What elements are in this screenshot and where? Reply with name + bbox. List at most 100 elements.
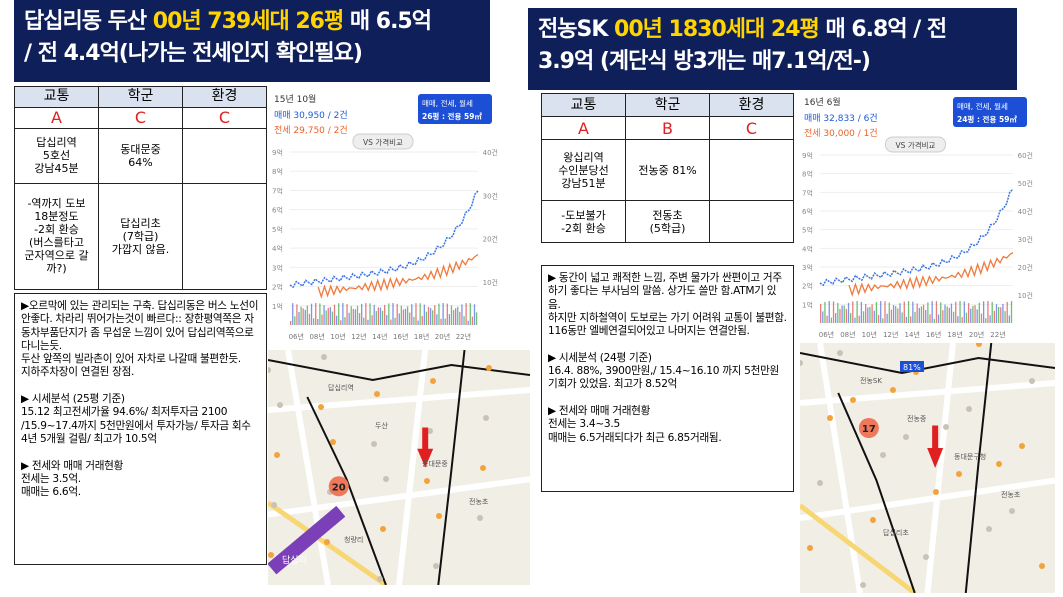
volume-bar [882, 318, 884, 323]
volume-bar [869, 306, 871, 323]
x-tick-label: 06년 [819, 330, 834, 339]
poi [996, 461, 1002, 467]
map-label: 동대문중 [422, 460, 448, 468]
y2-tick-label: 50건 [1018, 179, 1033, 188]
volume-bar [340, 320, 342, 325]
notes: ▶오르막에 있는 관리되는 구축. 답십리동은 버스 노선이 안좋다. 차라리 … [14, 293, 267, 565]
title-part: / 전 4.4억(나가는 전세인지 확인필요) [24, 41, 363, 66]
station-band [267, 505, 346, 575]
x-tick-label: 18년 [947, 330, 962, 339]
volume-bar [912, 301, 914, 323]
poi [427, 428, 433, 434]
poi [837, 350, 843, 356]
volume-bar [884, 301, 886, 323]
volume-bar [931, 301, 933, 323]
volume-bar [427, 306, 430, 325]
poi [956, 471, 962, 477]
volume-bar [402, 309, 405, 325]
cell: 전동초 (5학급) [625, 200, 710, 243]
row: -도보불가 -2회 환승 전동초 (5학급) [541, 200, 794, 243]
header-cell: 학군 [625, 92, 710, 118]
volume-bar [847, 302, 850, 323]
volume-bar [365, 303, 367, 325]
volume-bar [350, 306, 352, 325]
volume-bar [298, 312, 300, 325]
volume-bar [467, 320, 469, 325]
boundary [799, 352, 1056, 375]
volume-bar [976, 309, 978, 323]
cell: 답십리역 5호선 강남45분 [14, 127, 99, 184]
volume-bar [394, 317, 396, 325]
price-chart: 16년 6월 매매 32,833 / 6건 전세 30,000 / 1건 매매, 전세… [800, 93, 1035, 343]
volume-bar [296, 304, 298, 325]
volume-bar [438, 303, 440, 325]
map-label: 동대문구청 [954, 453, 986, 461]
volume-bar [471, 316, 474, 325]
volume-bar [404, 308, 407, 325]
x-tick-label: 08년 [840, 330, 855, 339]
boundary [306, 396, 387, 586]
volume-bar [452, 310, 455, 325]
date: 16년 6월 [804, 96, 841, 108]
road [799, 380, 1056, 406]
volume-bar [450, 305, 453, 325]
volume-bar [411, 304, 413, 325]
volume-bar [381, 310, 384, 325]
y2-tick-label: 30건 [483, 191, 498, 200]
road [285, 349, 331, 586]
volume-bar [942, 310, 944, 323]
header-cell: 환경 [709, 92, 794, 118]
volume-bar [442, 303, 444, 325]
x-tick-label: 14년 [372, 332, 387, 341]
header-row: 교통 학군 환경 [541, 92, 794, 118]
volume-bar [914, 311, 916, 323]
poi [377, 576, 383, 582]
poi [324, 539, 330, 545]
station-badge [900, 361, 924, 372]
volume-bar [475, 312, 478, 325]
volume-bar [290, 321, 292, 325]
volume-bar [358, 313, 361, 325]
volume-bar [1004, 311, 1006, 323]
y-tick-label: 7억 [802, 189, 813, 197]
badge [858, 418, 879, 438]
volume-bar [302, 308, 304, 325]
volume-bar [877, 315, 880, 323]
volume-bar [997, 307, 1000, 323]
y-tick-label: 8억 [272, 168, 283, 176]
row: 답십리역 5호선 강남45분 동대문중 64% [14, 127, 267, 184]
volume-bar [843, 305, 845, 323]
station: 81% [903, 363, 921, 372]
badge-text: 17 [862, 424, 876, 435]
compare-btn [885, 136, 946, 153]
poi [430, 378, 436, 384]
road [799, 477, 1056, 521]
volume-bar [465, 303, 467, 325]
x-tick-label: 16년 [926, 330, 941, 339]
poi [976, 341, 982, 347]
volume-bar [850, 313, 852, 323]
sale: 매매 30,950 / 2건 [274, 110, 348, 121]
x-tick-label: 22년 [456, 332, 471, 341]
x-tick-label: 12년 [883, 330, 898, 339]
volume-bar [363, 317, 365, 325]
rent-line [848, 252, 1014, 297]
x-tick-label: 06년 [289, 332, 304, 341]
volume-bar [459, 311, 461, 325]
volume-bar [933, 318, 935, 323]
x-tick-label: 20년 [969, 330, 984, 339]
map: 답십리 20 답십리역 두산 동대문중 전농초 청량리 [265, 349, 531, 588]
y2-tick-label: 10건 [483, 278, 498, 287]
volume-bar [946, 306, 948, 323]
volume-bar [839, 308, 841, 323]
volume-bar [832, 301, 835, 323]
y-tick-label: 5억 [802, 227, 813, 235]
grade-cell: A [541, 116, 626, 141]
poi [480, 465, 486, 471]
rent-line [317, 254, 479, 299]
sale: 매매 32,833 / 6건 [804, 113, 878, 124]
volume-bar [463, 316, 465, 325]
x-tick-label: 10년 [330, 332, 345, 341]
volume-bar [1000, 307, 1002, 323]
y-tick-label: 9억 [802, 152, 813, 160]
